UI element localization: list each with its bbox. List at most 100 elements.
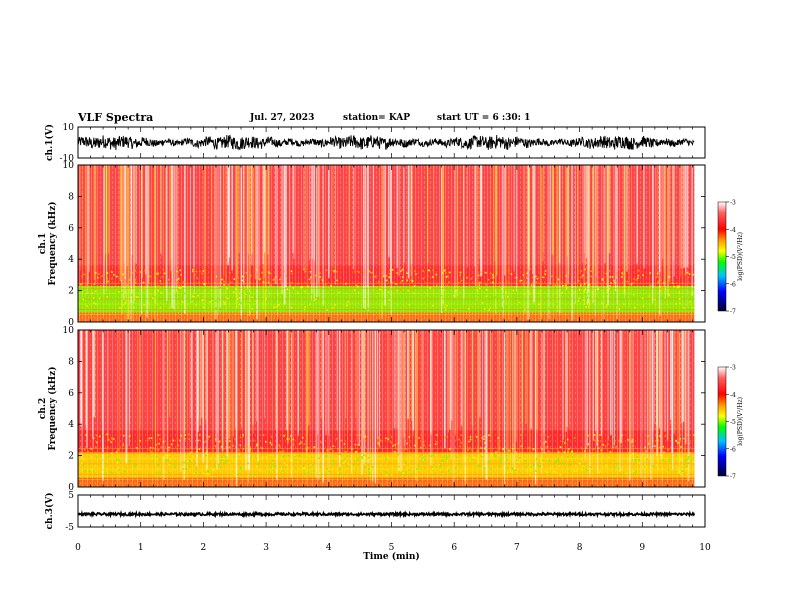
ch1-spectrogram-speckle (157, 273, 159, 275)
ch1-spectrogram-speckle (304, 270, 306, 273)
ch2-spectrogram-streak (305, 330, 307, 485)
ch1-spectrogram-streak (240, 165, 242, 322)
ch1-spectrogram-speckle (131, 272, 134, 274)
ch1-spectrogram-speckle (371, 271, 373, 274)
ch1-spectrogram-speckle (113, 293, 116, 296)
ch1-spectrogram-streak (496, 165, 498, 276)
ch2-spectrogram-speckle (667, 468, 669, 471)
ch1-spectrogram-speckle (481, 302, 484, 304)
ch2-spectrogram-speckle (122, 445, 124, 447)
ch2-spectrogram-streak (595, 330, 597, 467)
ch1-spectrogram-speckle (626, 303, 628, 305)
ch2-spectrogram-speckle (189, 452, 191, 455)
ch1-spectrogram-speckle (601, 295, 603, 298)
ch2-spectrogram-speckle (663, 451, 665, 454)
ch1-spectrogram-speckle (320, 286, 322, 288)
ch2-spectrogram-speckle (680, 459, 682, 461)
ch2-spectrogram-speckle (685, 468, 687, 470)
ch1-spectrogram-ytick-label: 4 (68, 255, 74, 265)
ch1-spectrogram-speckle (223, 302, 226, 304)
ch2-spectrogram-speckle (432, 461, 434, 464)
ch2-spectrogram-speckle (146, 464, 149, 467)
ch2-spectrogram-speckle (239, 444, 241, 446)
ch1-spectrogram-streak (556, 165, 559, 312)
ch2-spectrogram-speckle (107, 455, 110, 458)
ch1-spectrogram-speckle (274, 301, 276, 303)
ch2-spectrogram-streak (666, 330, 669, 441)
ch1-spectrogram-speckle (351, 285, 354, 288)
ch2-spectrogram-speckle (511, 468, 514, 470)
ch1-spectrogram-speckle (79, 298, 81, 300)
ch1-spectrogram-speckle (171, 275, 173, 277)
ch2-spectrogram-speckle (158, 442, 160, 445)
ch2-spectrogram-ytick-label: 2 (68, 452, 74, 462)
ch2-spectrogram-speckle (613, 436, 615, 438)
ch1-spectrogram-speckle (298, 299, 300, 301)
station-label: station= KAP (343, 113, 411, 123)
ch1-spectrogram-streak (383, 165, 384, 278)
ch2-spectrogram-speckle (436, 434, 438, 436)
ch3-waveform-ytick-label: 5 (68, 491, 74, 501)
ch1-spectrogram-speckle (153, 302, 155, 305)
ch1-spectrogram-speckle (639, 294, 642, 297)
ch1-spectrogram-speckle (224, 274, 227, 277)
ch2-spectrogram-speckle (584, 450, 586, 452)
ch2-spectrogram-streak (347, 330, 348, 449)
ch1-spectrogram-speckle (378, 286, 380, 289)
ch1-spectrogram-speckle (81, 300, 83, 303)
ch1-spectrogram-speckle (133, 298, 135, 300)
ch2-spectrogram-speckle (313, 446, 315, 448)
ch1-spectrogram-streak (316, 165, 318, 297)
ch2-spectrogram-speckle (273, 469, 275, 472)
ch2-spectrogram-speckle (568, 448, 570, 450)
ch2-spectrogram-speckle (281, 456, 284, 458)
ch1-spectrogram-speckle (233, 309, 236, 311)
ch1-spectrogram-speckle (233, 278, 235, 280)
ch1-spectrogram-speckle (454, 309, 457, 311)
ch1-spectrogram-streak (165, 165, 167, 286)
ch1-spectrogram-speckle (292, 287, 295, 289)
ch2-spectrogram-speckle (680, 446, 683, 448)
ch2-spectrogram-streak (682, 330, 685, 422)
ch2-spectrogram-streak (472, 330, 474, 457)
ch1-spectrogram-streak (502, 165, 504, 318)
ch2-spectrogram-speckle (430, 471, 432, 473)
ch1-spectrogram-speckle (402, 276, 404, 278)
ch2-spectrogram-colorbar-tick-label: -7 (730, 474, 736, 481)
ch2-spectrogram-speckle (631, 459, 634, 461)
ch2-spectrogram-speckle (364, 466, 367, 468)
ch1-spectrogram-speckle (454, 284, 456, 287)
ch1-spectrogram-speckle (485, 295, 488, 297)
ch1-spectrogram-speckle (677, 308, 680, 311)
ch2-spectrogram-speckle (557, 451, 560, 453)
ch2-spectrogram-speckle (513, 444, 515, 446)
ch2-spectrogram-speckle (475, 436, 478, 438)
ch1-spectrogram-speckle (334, 270, 336, 272)
ch2-spectrogram-streak (586, 330, 588, 447)
ch2-spectrogram-speckle (345, 451, 347, 453)
ch2-spectrogram-speckle (668, 460, 670, 462)
ch2-spectrogram-speckle (216, 456, 218, 458)
ch1-spectrogram-speckle (590, 275, 592, 278)
ch2-spectrogram-speckle (439, 464, 442, 467)
ch1-spectrogram-speckle (218, 299, 221, 301)
ch2-spectrogram-speckle (403, 472, 405, 474)
ch2-spectrogram-streak (307, 330, 308, 435)
ch2-spectrogram-speckle (481, 437, 483, 439)
ch1-spectrogram-speckle (660, 287, 663, 289)
ch1-spectrogram-speckle (238, 303, 241, 306)
ch1-spectrogram-speckle (659, 278, 661, 280)
ch2-spectrogram-speckle (337, 471, 339, 474)
ch2-spectrogram-colorbar-tick-label: -6 (730, 446, 736, 453)
ch2-spectrogram-speckle (634, 459, 637, 461)
ch2-spectrogram-streak (664, 330, 666, 432)
ch2-spectrogram-speckle (417, 465, 419, 467)
ch2-spectrogram-streak (125, 330, 128, 464)
ch2-spectrogram-speckle (459, 472, 462, 474)
ch1-spectrogram-speckle (422, 270, 425, 272)
ch2-spectrogram-speckle (560, 455, 563, 458)
ch2-spectrogram-speckle (205, 452, 208, 455)
ch2-spectrogram-streak (325, 330, 327, 435)
ch2-spectrogram-streak (403, 330, 405, 453)
ch2-spectrogram-speckle (414, 444, 416, 447)
